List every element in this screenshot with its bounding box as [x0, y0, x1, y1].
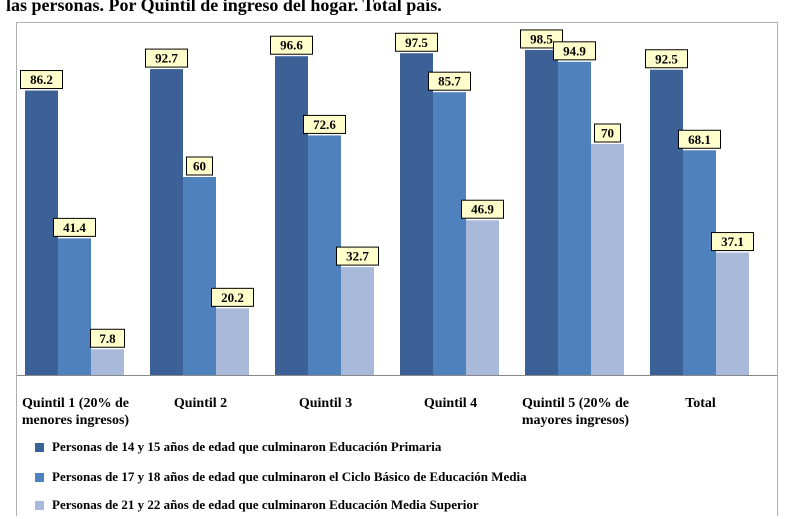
- bar-series-1-cat-4: [400, 53, 433, 375]
- data-label-series-3-cat-4: 46.9: [471, 202, 494, 217]
- data-label-box-series-1-cat-3: [270, 35, 313, 55]
- data-label-box-series-2-cat-2: [186, 156, 213, 176]
- data-label-box-series-3-cat-6: [711, 232, 754, 252]
- chart-title: las personas. Por Quintil de ingreso del…: [6, 0, 442, 15]
- legend-swatch-media-superior: [35, 500, 44, 510]
- data-label-series-1-cat-4: 97.5: [405, 35, 428, 50]
- legend-label-ciclo-basico: Personas de 17 y 18 años de edad que cul…: [52, 469, 527, 484]
- data-label-series-2-cat-1: 41.4: [63, 220, 86, 235]
- bar-series-2-cat-5: [558, 61, 591, 376]
- data-label-box-series-1-cat-4: [395, 32, 438, 52]
- data-label-series-1-cat-6: 92.5: [655, 51, 678, 66]
- x-tick-label-2: Quintil 2: [173, 396, 228, 411]
- data-label-series-3-cat-1: 7.8: [99, 331, 116, 346]
- data-label-box-series-3-cat-1: [90, 328, 125, 348]
- legend-item-media-superior: Personas de 21 y 22 años de edad que cul…: [35, 497, 479, 513]
- legend-item-ciclo-basico: Personas de 17 y 18 años de edad que cul…: [35, 469, 527, 485]
- data-label-series-3-cat-6: 37.1: [721, 234, 744, 249]
- bar-series-1-cat-1: [25, 90, 58, 375]
- bar-series-1-cat-6: [650, 69, 683, 375]
- data-label-box-series-2-cat-1: [53, 217, 96, 237]
- data-label-box-series-1-cat-1: [20, 70, 63, 90]
- bar-series-3-cat-2: [216, 308, 249, 375]
- bar-series-2-cat-1: [58, 238, 91, 375]
- data-label-box-series-2-cat-6: [678, 129, 721, 149]
- data-label-box-series-1-cat-5: [520, 29, 563, 49]
- data-label-series-1-cat-1: 86.2: [30, 72, 53, 87]
- data-label-series-3-cat-3: 32.7: [346, 249, 369, 264]
- data-label-box-series-1-cat-6: [645, 49, 688, 69]
- legend-swatch-primaria: [35, 442, 44, 452]
- data-label-series-3-cat-2: 20.2: [221, 290, 244, 305]
- data-label-box-series-3-cat-3: [336, 246, 379, 266]
- data-label-box-series-3-cat-5: [594, 123, 621, 143]
- bar-series-2-cat-4: [433, 92, 466, 375]
- bar-series-3-cat-4: [466, 220, 499, 375]
- bar-series-3-cat-3: [341, 267, 374, 375]
- bar-series-3-cat-5: [591, 144, 624, 375]
- data-label-series-2-cat-3: 72.6: [313, 117, 336, 132]
- data-label-box-series-3-cat-4: [461, 199, 504, 219]
- bar-series-1-cat-3: [275, 56, 308, 375]
- chart-frame: 86.2 92.7 96.6 97.5 98.5 92.5 41.4 60 72.6 85.7 94…: [16, 22, 778, 516]
- data-label-box-series-1-cat-2: [145, 48, 188, 68]
- x-tick-label-5: Quintil 5 (20% de mayores ingresos): [521, 396, 630, 428]
- x-tick-label-6: Total: [685, 396, 716, 411]
- bar-series-3-cat-1: [91, 349, 124, 375]
- data-label-series-2-cat-2: 60: [193, 159, 206, 174]
- legend-label-primaria: Personas de 14 y 15 años de edad que cul…: [52, 439, 442, 454]
- data-label-series-1-cat-2: 92.7: [155, 51, 178, 66]
- bar-series-1-cat-5: [525, 49, 558, 375]
- legend-label-media-superior: Personas de 21 y 22 años de edad que cul…: [52, 497, 479, 512]
- x-tick-label-1: Quintil 1 (20% de menores ingresos): [21, 396, 130, 428]
- data-label-series-3-cat-5: 70: [601, 126, 614, 141]
- x-tick-label-3: Quintil 3: [298, 396, 353, 411]
- x-tick-label-4: Quintil 4: [423, 396, 478, 411]
- bar-series-1-cat-2: [150, 69, 183, 375]
- bar-series-2-cat-2: [183, 177, 216, 375]
- legend-swatch-ciclo-basico: [35, 472, 44, 482]
- bar-series-2-cat-3: [308, 135, 341, 375]
- legend-item-primaria: Personas de 14 y 15 años de edad que cul…: [35, 439, 441, 455]
- data-label-series-2-cat-4: 85.7: [438, 74, 461, 89]
- data-label-box-series-2-cat-5: [553, 41, 596, 61]
- bar-series-3-cat-6: [716, 252, 749, 375]
- data-label-box-series-2-cat-3: [303, 114, 346, 134]
- bar-chart: 86.2 92.7 96.6 97.5 98.5 92.5 41.4 60 72.6 85.7 94…: [17, 29, 777, 376]
- data-label-series-1-cat-3: 96.6: [280, 38, 303, 53]
- data-label-box-series-2-cat-4: [428, 71, 471, 91]
- bar-series-2-cat-6: [683, 150, 716, 375]
- data-label-box-series-3-cat-2: [211, 287, 254, 307]
- data-label-series-2-cat-6: 68.1: [688, 132, 711, 147]
- data-label-series-1-cat-5: 98.5: [530, 31, 553, 46]
- data-label-series-2-cat-5: 94.9: [563, 43, 586, 58]
